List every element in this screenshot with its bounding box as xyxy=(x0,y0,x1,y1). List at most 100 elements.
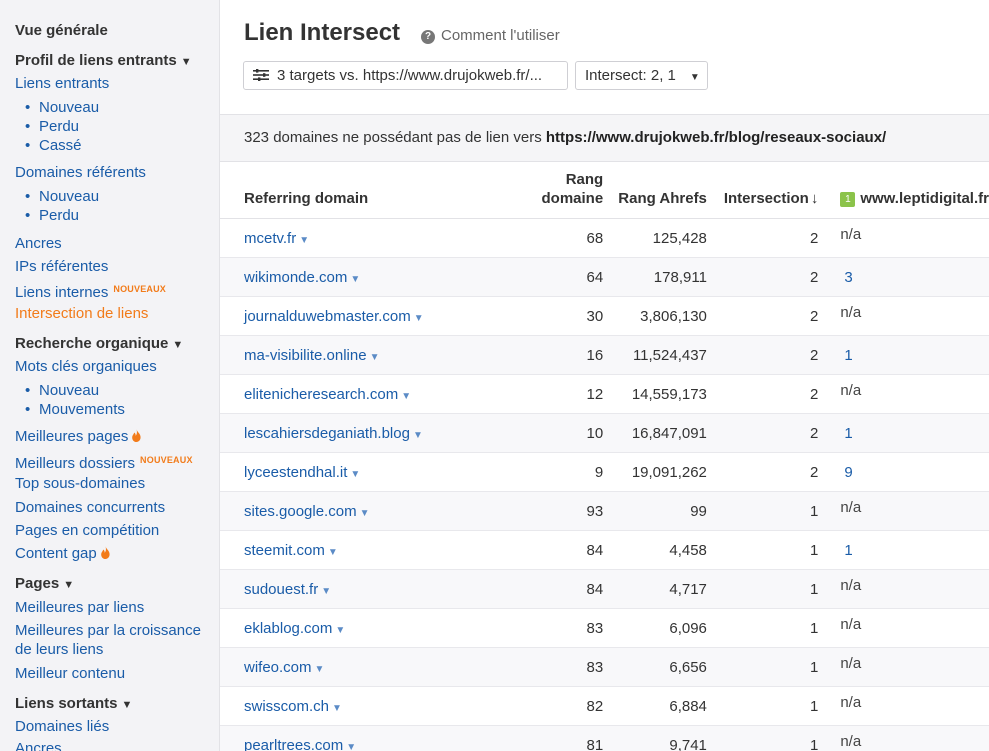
domain-link[interactable]: ma-visibilite.online xyxy=(244,346,367,364)
domain-link[interactable]: wifeo.com xyxy=(244,658,312,676)
caret-down-icon[interactable]: ▼ xyxy=(346,741,357,751)
sidebar-ref-domains[interactable]: Domaines référents xyxy=(15,164,146,181)
backlinks-count-link[interactable]: 9 xyxy=(844,463,853,481)
sidebar-kw-moves[interactable]: • Mouvements xyxy=(25,400,125,419)
sidebar-best-content[interactable]: Meilleur contenu xyxy=(15,665,126,682)
cell-target-1: n/a xyxy=(818,608,989,648)
sidebar-anchors[interactable]: Ancres xyxy=(15,235,62,252)
domain-link[interactable]: lyceestendhal.it xyxy=(244,463,348,481)
sidebar-overview[interactable]: Vue générale xyxy=(15,22,108,39)
domain-link[interactable]: eklablog.com xyxy=(244,619,333,637)
sidebar-backlinks-new[interactable]: • Nouveau xyxy=(25,98,99,117)
caret-down-icon[interactable]: ▼ xyxy=(335,624,346,636)
sidebar-backlinks[interactable]: Liens entrants xyxy=(15,75,110,92)
cell-domain-rating: 16 xyxy=(526,335,604,375)
domain-link[interactable]: swisscom.ch xyxy=(244,697,330,715)
cell-domain-rating: 10 xyxy=(526,413,604,453)
caret-down-icon[interactable]: ▼ xyxy=(401,390,412,402)
sidebar-ref-new[interactable]: • Nouveau xyxy=(25,187,99,206)
caret-down-icon[interactable]: ▼ xyxy=(350,273,361,285)
cell-intersection: 1 xyxy=(706,725,819,751)
domain-link[interactable]: pearltrees.com xyxy=(244,736,344,751)
sidebar-ref-lost[interactable]: • Perdu xyxy=(25,206,79,225)
domain-link[interactable]: sudouest.fr xyxy=(244,580,319,598)
col-referring-domain[interactable]: Referring domain xyxy=(220,162,527,219)
backlinks-count-link[interactable]: 3 xyxy=(844,268,853,286)
sidebar-best-by-growth-line2[interactable]: de leurs liens xyxy=(15,641,104,658)
caret-down-icon[interactable]: ▼ xyxy=(413,312,424,324)
sidebar-ref-ips[interactable]: IPs référentes xyxy=(15,258,109,275)
sidebar-pages-head[interactable]: Pages ▼ xyxy=(15,574,74,595)
backlinks-count-link[interactable]: 1 xyxy=(844,424,853,442)
sidebar-content-gap[interactable]: Content gap xyxy=(15,544,111,563)
new-badge: NOUVEAUX xyxy=(140,455,193,465)
targets-button[interactable]: 3 targets vs. https://www.drujokweb.fr/.… xyxy=(243,61,568,90)
target-number-badge: 1 xyxy=(840,192,856,207)
sidebar-competing-pages[interactable]: Pages en compétition xyxy=(15,522,160,539)
sidebar-link-intersect[interactable]: Intersection de liens xyxy=(15,305,149,322)
sidebar-kw-moves-label: Mouvements xyxy=(39,401,125,418)
question-icon: ? xyxy=(421,30,435,44)
caret-down-icon[interactable]: ▼ xyxy=(314,663,325,675)
caret-down-icon[interactable]: ▼ xyxy=(299,234,310,246)
cell-domain: ma-visibilite.online ▼ xyxy=(220,335,527,375)
caret-down-icon[interactable]: ▼ xyxy=(327,546,338,558)
cell-target-1: 1 xyxy=(818,413,989,453)
cell-target-1: n/a xyxy=(818,647,989,687)
col-ahrefs-rank[interactable]: Rang Ahrefs xyxy=(603,162,707,219)
col-domain-rating[interactable]: Rang domaine xyxy=(526,162,604,219)
domain-link[interactable]: elitenicheresearch.com xyxy=(244,385,399,403)
cell-intersection: 1 xyxy=(706,686,819,726)
table-row: wikimonde.com ▼ 64 178,911 2 3 xyxy=(220,257,989,297)
backlinks-count-link[interactable]: 1 xyxy=(844,346,853,364)
results-table: Referring domain Rang domaine Rang Ahrefs… xyxy=(220,162,989,751)
sidebar-backlinks-lost[interactable]: • Perdu xyxy=(25,117,79,136)
sidebar-internal-links[interactable]: Liens internes NOUVEAUX xyxy=(15,280,166,302)
sidebar-kw-new[interactable]: • Nouveau xyxy=(25,381,99,400)
domain-link[interactable]: journalduwebmaster.com xyxy=(244,307,411,325)
col-intersection[interactable]: Intersection ↓ xyxy=(706,162,819,219)
cell-domain-rating: 84 xyxy=(526,569,604,609)
col-target-1[interactable]: 1 www.leptidigital.fr xyxy=(818,162,989,219)
domain-link[interactable]: sites.google.com xyxy=(244,502,357,520)
cell-intersection: 2 xyxy=(706,374,819,414)
sidebar-backlinks-broken[interactable]: • Cassé xyxy=(25,136,82,155)
sidebar-organic-keywords[interactable]: Mots clés organiques xyxy=(15,358,157,375)
sidebar-linked-domains[interactable]: Domaines liés xyxy=(15,718,110,735)
caret-down-icon[interactable]: ▼ xyxy=(369,351,380,363)
sidebar-best-by-growth[interactable]: Meilleures par la croissance xyxy=(15,622,201,639)
sidebar-top-folders[interactable]: Meilleurs dossiers NOUVEAUX xyxy=(15,451,193,473)
sidebar-top-subdomains[interactable]: Top sous-domaines xyxy=(15,475,146,492)
cell-domain-rating: 81 xyxy=(526,725,604,751)
caret-down-icon[interactable]: ▼ xyxy=(321,585,332,597)
caret-down-icon[interactable]: ▼ xyxy=(359,507,370,519)
sidebar-best-by-links[interactable]: Meilleures par liens xyxy=(15,599,145,616)
cell-ahrefs-rank: 6,656 xyxy=(603,647,707,687)
caret-down-icon[interactable]: ▼ xyxy=(350,468,361,480)
cell-target-1: 3 xyxy=(818,257,989,297)
domain-link[interactable]: steemit.com xyxy=(244,541,325,559)
domain-link[interactable]: wikimonde.com xyxy=(244,268,348,286)
table-row: eklablog.com ▼ 83 6,096 1 n/a xyxy=(220,608,989,648)
sidebar-organic-head[interactable]: Recherche organique ▼ xyxy=(15,334,183,355)
backlinks-count-link[interactable]: 1 xyxy=(844,541,853,559)
cell-domain-rating: 9 xyxy=(526,452,604,492)
caret-down-icon[interactable]: ▼ xyxy=(332,702,342,714)
help-link[interactable]: ? Comment l'utiliser xyxy=(421,27,560,44)
sidebar-backlinks-profile[interactable]: Profil de liens entrants ▼ xyxy=(15,51,192,72)
caret-down-icon[interactable]: ▼ xyxy=(412,429,423,441)
cell-target-1: n/a xyxy=(818,686,989,726)
cell-target-1: 1 xyxy=(818,530,989,570)
page-title: Lien Intersect xyxy=(244,19,401,46)
cell-ahrefs-rank: 4,458 xyxy=(603,530,707,570)
caret-down-icon: ▼ xyxy=(689,72,700,83)
na-value: n/a xyxy=(840,576,862,594)
sidebar-outgoing-anchors[interactable]: Ancres xyxy=(15,740,62,751)
intersect-dropdown[interactable]: Intersect: 2, 1 ▼ xyxy=(575,61,708,90)
sidebar-top-pages[interactable]: Meilleures pages xyxy=(15,427,142,446)
sidebar-outgoing-head[interactable]: Liens sortants ▼ xyxy=(15,694,132,715)
sidebar-competing-domains[interactable]: Domaines concurrents xyxy=(15,499,166,516)
domain-link[interactable]: mcetv.fr xyxy=(244,229,297,247)
results-banner: 323 domaines ne possédant pas de lien ve… xyxy=(220,114,989,162)
domain-link[interactable]: lescahiersdeganiath.blog xyxy=(244,424,410,442)
